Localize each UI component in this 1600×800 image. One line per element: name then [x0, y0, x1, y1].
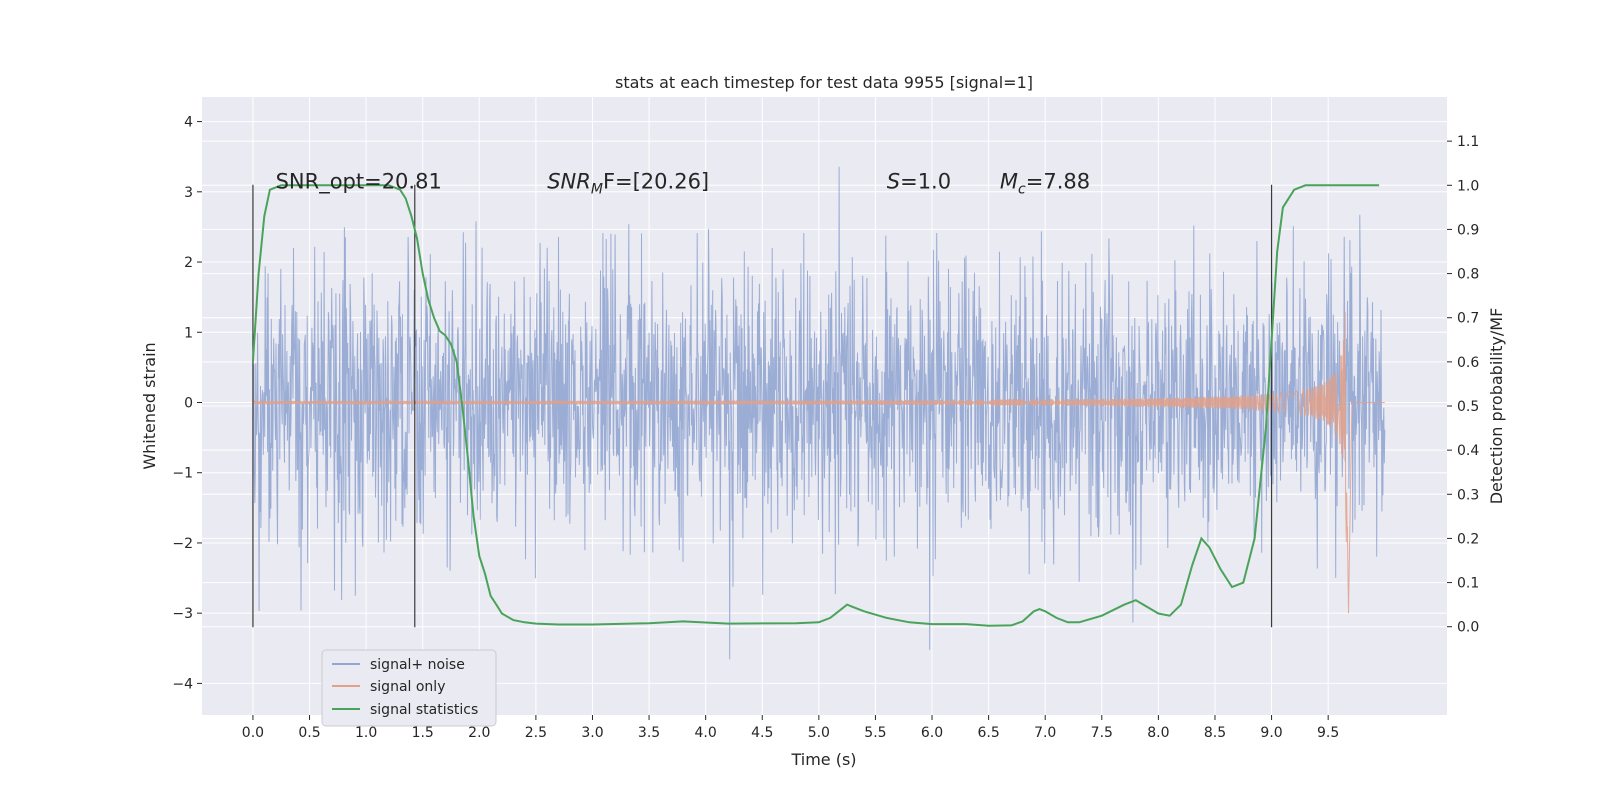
x-tick-label-8: 4.0 — [695, 725, 717, 741]
y-axis-ticks: −4 −3 −2 −1 0 1 2 3 4 — [172, 115, 202, 692]
y2-tick-label-6: 0.6 — [1457, 355, 1479, 371]
statistics-line — [251, 184, 1380, 627]
annotation-1: SNRMF=[20.26] — [547, 169, 709, 197]
annotation-2: S=1.0 — [887, 169, 951, 193]
plot-area — [251, 166, 1386, 660]
secondary-y-axis-ticks: 0.0 0.1 0.2 0.3 0.4 0.5 0.6 0.7 0.8 0.9 1.0 1.1 — [1447, 134, 1479, 636]
y-tick-label-3: −1 — [172, 466, 193, 482]
legend: signal+ noise signal only signal statist… — [321, 649, 497, 727]
legend-entry-signal-statistics: signal statistics — [332, 702, 478, 718]
x-axis-ticks: 0.0 0.5 1.0 1.5 2.0 2.5 3.0 3.5 4.0 4.5 5.0 5.5 6.0 6… — [242, 715, 1339, 741]
legend-label-signal-noise: signal+ noise — [370, 657, 465, 673]
x-tick-label-14: 7.0 — [1034, 725, 1056, 741]
x-tick-label-9: 4.5 — [751, 725, 773, 741]
series-signal-only — [252, 311, 1385, 614]
x-tick-label-6: 3.0 — [581, 725, 603, 741]
y-tick-label-4: 0 — [184, 395, 193, 411]
vertical-markers — [252, 184, 1273, 628]
x-tick-label-16: 8.0 — [1147, 725, 1169, 741]
x-tick-label-12: 6.0 — [921, 725, 943, 741]
annotations: SNR_opt=20.81 SNRMF=[20.26] S=1.0 Mc=7.88 — [276, 169, 1091, 197]
secondary-y-axis-title: Detection probability/MF — [1487, 308, 1506, 505]
x-tick-label-2: 1.0 — [355, 725, 377, 741]
y2-tick-label-2: 0.2 — [1457, 531, 1479, 547]
x-tick-label-13: 6.5 — [977, 725, 999, 741]
legend-entry-signal-noise: signal+ noise — [332, 657, 465, 673]
legend-box — [321, 649, 497, 727]
y2-tick-label-0: 0.0 — [1457, 620, 1479, 636]
legend-label-signal-statistics: signal statistics — [370, 702, 478, 718]
noise-trace — [252, 166, 1386, 660]
x-tick-label-19: 9.5 — [1317, 725, 1339, 741]
x-tick-label-10: 5.0 — [808, 725, 830, 741]
x-tick-label-1: 0.5 — [298, 725, 320, 741]
x-axis-title: Time (s) — [790, 750, 856, 769]
y2-tick-label-8: 0.8 — [1457, 267, 1479, 283]
x-tick-label-7: 3.5 — [638, 725, 660, 741]
y-tick-label-6: 2 — [184, 255, 193, 271]
chirp-trace — [252, 311, 1385, 614]
series-signal-statistics — [251, 184, 1380, 627]
x-tick-label-3: 1.5 — [412, 725, 434, 741]
y-tick-label-2: −2 — [172, 536, 193, 552]
annotation-3: Mc=7.88 — [1000, 169, 1090, 197]
x-tick-label-0: 0.0 — [242, 725, 264, 741]
chart-title: stats at each timestep for test data 995… — [615, 73, 1033, 92]
y2-tick-label-11: 1.1 — [1457, 134, 1479, 150]
x-tick-label-17: 8.5 — [1204, 725, 1226, 741]
y-tick-label-8: 4 — [184, 115, 193, 131]
x-tick-label-5: 2.5 — [525, 725, 547, 741]
legend-label-signal-only: signal only — [370, 679, 445, 695]
y2-tick-label-1: 0.1 — [1457, 576, 1479, 592]
x-tick-label-11: 5.5 — [864, 725, 886, 741]
annotation-0: SNR_opt=20.81 — [276, 169, 442, 194]
y-tick-label-1: −3 — [172, 606, 193, 622]
y2-tick-label-4: 0.4 — [1457, 443, 1479, 459]
series-signal-noise — [252, 166, 1386, 660]
y2-tick-label-7: 0.7 — [1457, 311, 1479, 327]
x-tick-label-4: 2.0 — [468, 725, 490, 741]
y-axis-title: Whitened strain — [140, 342, 159, 469]
y-tick-label-7: 3 — [184, 185, 193, 201]
y2-tick-label-10: 1.0 — [1457, 178, 1479, 194]
legend-entry-signal-only: signal only — [332, 679, 445, 695]
x-tick-label-18: 9.0 — [1260, 725, 1282, 741]
y-tick-label-0: −4 — [172, 676, 193, 692]
y2-tick-label-9: 0.9 — [1457, 222, 1479, 238]
x-tick-label-15: 7.5 — [1091, 725, 1113, 741]
y-tick-label-5: 1 — [184, 325, 193, 341]
y2-tick-label-3: 0.3 — [1457, 487, 1479, 503]
y2-tick-label-5: 0.5 — [1457, 399, 1479, 415]
